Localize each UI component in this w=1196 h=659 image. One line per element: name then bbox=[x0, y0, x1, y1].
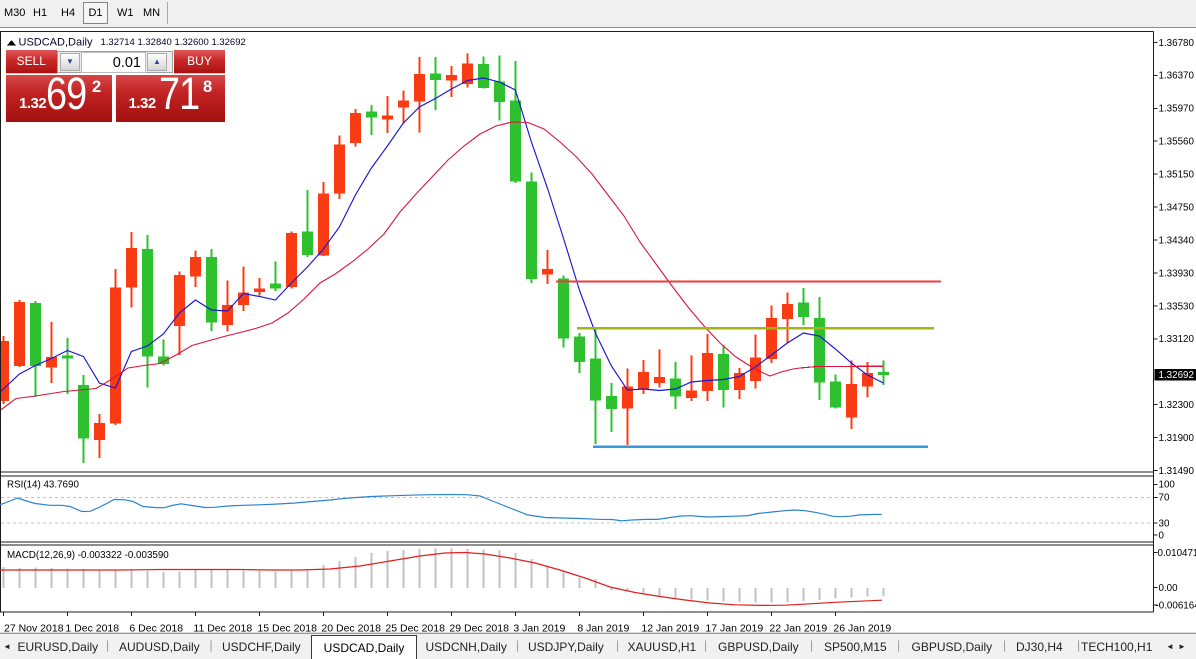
svg-text:1.34340: 1.34340 bbox=[1159, 235, 1195, 246]
svg-text:1.33120: 1.33120 bbox=[1159, 334, 1195, 345]
svg-text:70: 70 bbox=[1159, 493, 1170, 504]
svg-text:USDCAD,Daily: USDCAD,Daily bbox=[19, 37, 93, 49]
svg-text:0: 0 bbox=[1159, 530, 1165, 541]
svg-text:1.31490: 1.31490 bbox=[1159, 466, 1195, 477]
svg-text:1.31900: 1.31900 bbox=[1159, 433, 1195, 444]
svg-text:1.35560: 1.35560 bbox=[1159, 137, 1195, 148]
svg-text:1.33530: 1.33530 bbox=[1159, 301, 1195, 312]
svg-text:1.35970: 1.35970 bbox=[1159, 104, 1195, 115]
svg-text:100: 100 bbox=[1159, 480, 1176, 491]
svg-text:1.33930: 1.33930 bbox=[1159, 268, 1195, 279]
svg-text:1.36780: 1.36780 bbox=[1159, 38, 1195, 49]
svg-text:RSI(14) 43.7690: RSI(14) 43.7690 bbox=[7, 480, 79, 491]
svg-text:0.010471: 0.010471 bbox=[1158, 548, 1196, 559]
svg-text:0.00: 0.00 bbox=[1159, 583, 1179, 594]
svg-text:1.32714 1.32840 1.32600 1.3269: 1.32714 1.32840 1.32600 1.32692 bbox=[101, 37, 246, 48]
svg-text:1.35150: 1.35150 bbox=[1159, 170, 1195, 181]
svg-text:MACD(12,26,9) -0.003322 -0.003: MACD(12,26,9) -0.003322 -0.003590 bbox=[7, 550, 169, 561]
svg-text:1.36370: 1.36370 bbox=[1159, 71, 1195, 82]
svg-text:1.32300: 1.32300 bbox=[1159, 400, 1195, 411]
svg-text:1.34750: 1.34750 bbox=[1159, 203, 1195, 214]
svg-text:1.32692: 1.32692 bbox=[1159, 370, 1194, 381]
svg-text:-0.006164: -0.006164 bbox=[1156, 600, 1196, 611]
svg-text:30: 30 bbox=[1159, 519, 1170, 530]
